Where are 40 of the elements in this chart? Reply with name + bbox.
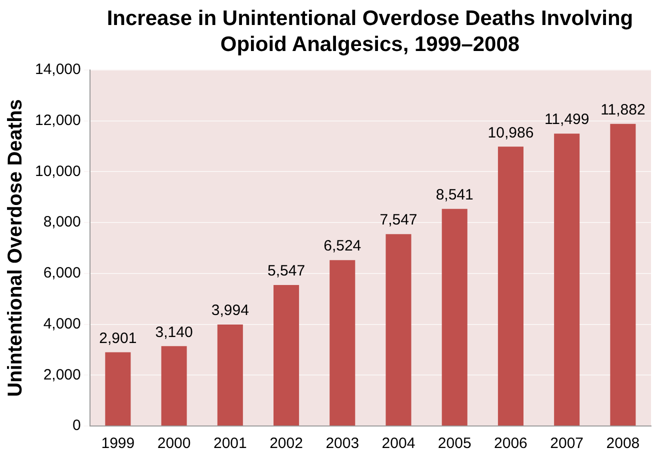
bar bbox=[105, 352, 131, 426]
y-tick-label: 2,000 bbox=[43, 366, 81, 384]
bar bbox=[498, 146, 524, 426]
x-tick-label: 2007 bbox=[550, 435, 584, 452]
x-tick-label: 2000 bbox=[157, 435, 191, 452]
data-label: 11,499 bbox=[544, 111, 590, 128]
bar bbox=[217, 324, 243, 426]
x-tick-label: 2004 bbox=[382, 435, 416, 452]
y-tick-label: 14,000 bbox=[34, 61, 81, 78]
y-tick-label: 12,000 bbox=[34, 112, 81, 129]
bar bbox=[554, 134, 580, 426]
bar bbox=[330, 260, 356, 426]
y-tick-label: 0 bbox=[72, 417, 81, 434]
x-tick-label: 2006 bbox=[494, 435, 528, 452]
y-axis-title: Unintentional Overdose Deaths bbox=[4, 99, 27, 397]
x-tick-label: 2005 bbox=[438, 435, 472, 452]
y-tick-label: 8,000 bbox=[43, 214, 81, 231]
data-label: 7,547 bbox=[380, 212, 418, 229]
x-tick-label: 1999 bbox=[101, 435, 135, 452]
bar bbox=[610, 124, 636, 426]
x-tick-label: 2008 bbox=[606, 435, 640, 452]
data-label: 11,882 bbox=[600, 102, 646, 118]
x-tick-label: 2001 bbox=[213, 435, 247, 452]
bar bbox=[161, 346, 187, 426]
data-label: 2,901 bbox=[99, 330, 137, 347]
data-label: 8,541 bbox=[436, 186, 474, 204]
data-label: 6,524 bbox=[324, 238, 362, 255]
y-tick-label: 6,000 bbox=[43, 264, 81, 282]
chart-title: Increase in Unintentional Overdose Deaths Involving Opioid Analgesics, 1999–2008 bbox=[106, 6, 634, 58]
data-label: 3,994 bbox=[211, 302, 249, 320]
y-tick-label: 4,000 bbox=[43, 315, 81, 332]
data-label: 10,986 bbox=[488, 124, 534, 142]
bar bbox=[274, 284, 300, 426]
data-label: 5,547 bbox=[268, 262, 306, 280]
y-tick-label: 10,000 bbox=[34, 162, 81, 180]
bar bbox=[386, 234, 412, 426]
x-tick-label: 2003 bbox=[326, 435, 360, 452]
x-tick-label: 2002 bbox=[270, 435, 303, 452]
bar bbox=[442, 208, 468, 426]
data-label: 3,140 bbox=[155, 324, 193, 341]
